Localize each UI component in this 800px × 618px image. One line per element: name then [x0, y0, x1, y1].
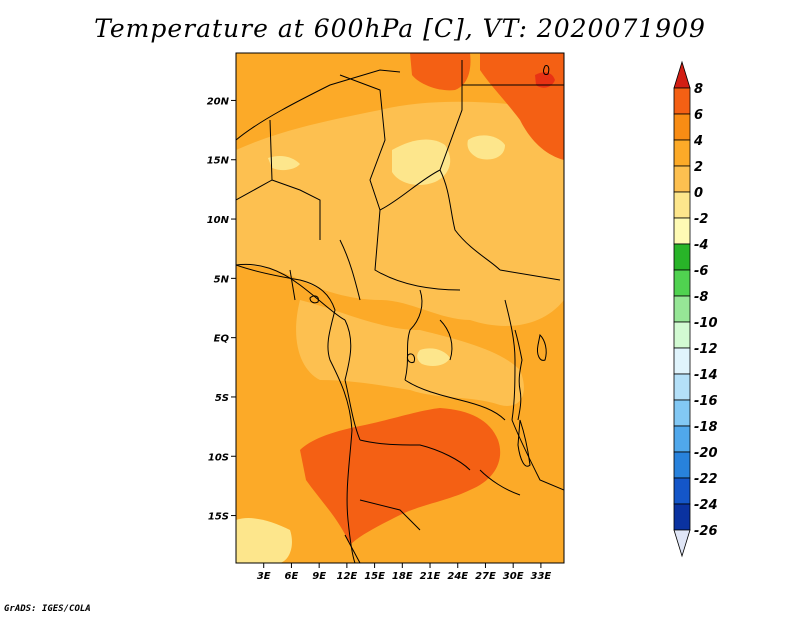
- x-tick-label: 24E: [447, 571, 468, 582]
- y-tick-label: 20N: [207, 96, 230, 107]
- field-minus2-0-sw-coast: [236, 518, 292, 563]
- field-4-6-libya: [410, 53, 471, 91]
- colorbar-label: -4: [694, 238, 708, 253]
- colorbar-swatch: [673, 87, 691, 115]
- x-tick-label: 18E: [392, 571, 413, 582]
- colorbar-label: -12: [694, 342, 718, 357]
- colorbar-label: 8: [694, 82, 703, 97]
- colorbar-swatch: [673, 295, 691, 323]
- y-tick-label: 15S: [208, 512, 229, 523]
- colorbar-swatch: [673, 269, 691, 297]
- field-4-6-angola: [300, 408, 501, 545]
- colorbar-label: -2: [694, 212, 708, 227]
- colorbar-swatch: [673, 399, 691, 427]
- colorbar-label: -24: [694, 498, 718, 513]
- colorbar-bottom-arrow: [673, 529, 691, 558]
- map-frame: [235, 52, 565, 564]
- field-0-2-congo: [296, 300, 524, 406]
- colorbar-top-arrow: [673, 60, 691, 89]
- x-tick-label: 27E: [475, 571, 496, 582]
- colorbar-label: -16: [694, 394, 718, 409]
- colorbar-swatch: [673, 243, 691, 271]
- colorbar-label: -8: [694, 290, 708, 305]
- x-tick-label: 33E: [531, 571, 552, 582]
- field-minus2-0-tibesti: [392, 139, 451, 185]
- colorbar-label: -6: [694, 264, 708, 279]
- colorbar-swatch: [673, 373, 691, 401]
- field-minus2-0-congo-spot: [417, 348, 450, 366]
- colorbar-label: 6: [694, 108, 703, 123]
- x-tick-label: 15E: [364, 571, 385, 582]
- coastline: [236, 65, 550, 563]
- colorbar-label: 0: [694, 186, 703, 201]
- colorbar-swatch: [673, 113, 691, 141]
- y-tick-label: 10N: [207, 215, 230, 226]
- chart-title: Temperature at 600hPa [C], VT: 202007190…: [94, 14, 706, 43]
- colorbar-label: -20: [694, 446, 718, 461]
- y-tick-label: 10S: [208, 452, 229, 463]
- colorbar-swatch: [673, 165, 691, 193]
- country-borders: [236, 60, 564, 563]
- colorbar-label: 4: [693, 134, 703, 149]
- field-0-2-northeast: [437, 146, 564, 255]
- y-tick-label: 5S: [215, 393, 229, 404]
- field-minus2-0-darfur: [467, 135, 505, 160]
- colorbar: 8 6 4 2 0 -2 -4 -6 -8 -10 -12 -14 -16 -18 -20 -22 -24 -26: [673, 60, 718, 558]
- colorbar-label: -18: [694, 420, 718, 435]
- x-tick-label: 9E: [312, 571, 326, 582]
- colorbar-swatch: [673, 191, 691, 219]
- colorbar-label: -26: [694, 524, 718, 539]
- x-axis: 3E 6E 9E 12E 15E 18E 21E 24E 27E 30E 33E: [257, 563, 552, 582]
- field-6-8-northeast: [535, 72, 555, 88]
- colorbar-swatch: [673, 503, 691, 531]
- colorbar-label: 2: [694, 160, 703, 175]
- colorbar-swatch: [673, 425, 691, 453]
- map-panel: [236, 53, 564, 563]
- x-tick-label: 12E: [336, 571, 357, 582]
- grads-credit: GrADS: IGES/COLA: [4, 604, 91, 614]
- colorbar-swatch: [673, 217, 691, 245]
- y-axis: 20N 15N 10N 5N EQ 5S 10S 15S: [207, 96, 236, 523]
- colorbar-label: -14: [694, 368, 718, 383]
- colorbar-swatch: [673, 451, 691, 479]
- colorbar-swatch: [673, 477, 691, 505]
- colorbar-swatch: [673, 139, 691, 167]
- colorbar-label: -10: [694, 316, 718, 331]
- x-tick-label: 21E: [420, 571, 441, 582]
- colorbar-label: -22: [694, 472, 718, 487]
- x-tick-label: 30E: [503, 571, 524, 582]
- x-tick-label: 6E: [285, 571, 299, 582]
- y-tick-label: 5N: [214, 274, 230, 285]
- y-tick-label: EQ: [214, 334, 230, 345]
- y-tick-label: 15N: [207, 156, 230, 167]
- field-minus2-0-ne-spot: [268, 156, 300, 171]
- x-tick-label: 3E: [257, 571, 271, 582]
- colorbar-swatch: [673, 347, 691, 375]
- colorbar-swatch: [673, 321, 691, 349]
